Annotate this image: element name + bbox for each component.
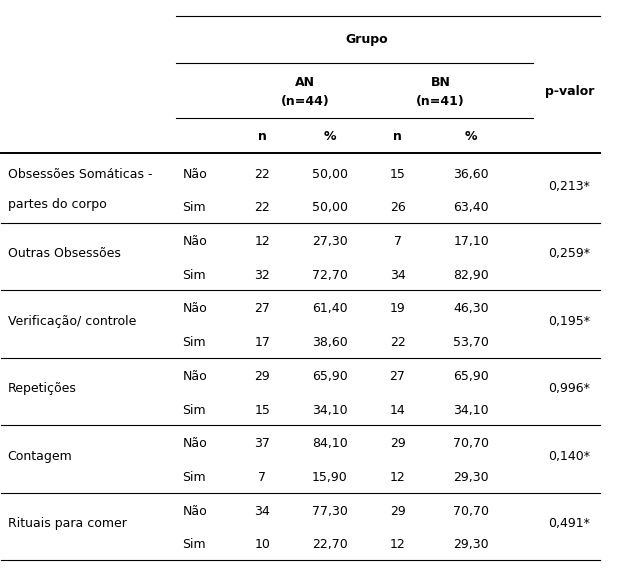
Text: Não: Não	[183, 370, 207, 383]
Text: Rituais para comer: Rituais para comer	[7, 517, 126, 530]
Text: partes do corpo: partes do corpo	[7, 198, 106, 211]
Text: AN: AN	[296, 76, 315, 89]
Text: BN: BN	[431, 76, 450, 89]
Text: 17: 17	[254, 336, 270, 349]
Text: 29,30: 29,30	[453, 538, 489, 552]
Text: 0,213*: 0,213*	[549, 180, 590, 193]
Text: 29: 29	[255, 370, 270, 383]
Text: 77,30: 77,30	[312, 505, 348, 518]
Text: 63,40: 63,40	[453, 201, 489, 214]
Text: 82,90: 82,90	[453, 269, 489, 282]
Text: 46,30: 46,30	[453, 302, 489, 316]
Text: 22,70: 22,70	[312, 538, 348, 552]
Text: 0,491*: 0,491*	[549, 517, 590, 530]
Text: 12: 12	[390, 538, 405, 552]
Text: (n=41): (n=41)	[416, 95, 465, 108]
Text: 32: 32	[255, 269, 270, 282]
Text: 0,996*: 0,996*	[549, 382, 590, 395]
Text: Obsessões Somáticas -: Obsessões Somáticas -	[7, 168, 152, 181]
Text: 17,10: 17,10	[453, 235, 489, 248]
Text: 37: 37	[254, 437, 270, 450]
Text: 65,90: 65,90	[453, 370, 489, 383]
Text: 10: 10	[254, 538, 270, 552]
Text: Sim: Sim	[183, 404, 206, 417]
Text: 0,259*: 0,259*	[549, 247, 590, 261]
Text: Não: Não	[183, 437, 207, 450]
Text: Repetições: Repetições	[7, 382, 77, 395]
Text: 0,140*: 0,140*	[549, 449, 590, 463]
Text: n: n	[258, 130, 267, 144]
Text: Sim: Sim	[183, 336, 206, 349]
Text: 12: 12	[255, 235, 270, 248]
Text: 7: 7	[394, 235, 402, 248]
Text: 15: 15	[389, 168, 405, 181]
Text: Não: Não	[183, 168, 207, 181]
Text: 34,10: 34,10	[453, 404, 489, 417]
Text: Sim: Sim	[183, 201, 206, 214]
Text: 50,00: 50,00	[312, 201, 348, 214]
Text: 36,60: 36,60	[453, 168, 489, 181]
Text: Não: Não	[183, 505, 207, 518]
Text: 34: 34	[255, 505, 270, 518]
Text: Sim: Sim	[183, 471, 206, 484]
Text: 27: 27	[389, 370, 405, 383]
Text: Não: Não	[183, 302, 207, 316]
Text: Não: Não	[183, 235, 207, 248]
Text: 29: 29	[390, 437, 405, 450]
Text: 26: 26	[390, 201, 405, 214]
Text: 29: 29	[390, 505, 405, 518]
Text: 22: 22	[390, 336, 405, 349]
Text: Verificação/ controle: Verificação/ controle	[7, 315, 136, 328]
Text: 34: 34	[390, 269, 405, 282]
Text: 72,70: 72,70	[312, 269, 348, 282]
Text: 29,30: 29,30	[453, 471, 489, 484]
Text: 84,10: 84,10	[312, 437, 348, 450]
Text: Contagem: Contagem	[7, 449, 72, 463]
Text: 50,00: 50,00	[312, 168, 348, 181]
Text: 0,195*: 0,195*	[549, 315, 590, 328]
Text: Sim: Sim	[183, 538, 206, 552]
Text: p-valor: p-valor	[545, 86, 594, 98]
Text: (n=44): (n=44)	[281, 95, 330, 108]
Text: 61,40: 61,40	[312, 302, 348, 316]
Text: Sim: Sim	[183, 269, 206, 282]
Text: 15: 15	[254, 404, 270, 417]
Text: 70,70: 70,70	[453, 505, 489, 518]
Text: 27,30: 27,30	[312, 235, 348, 248]
Text: 7: 7	[259, 471, 267, 484]
Text: n: n	[393, 130, 402, 144]
Text: 65,90: 65,90	[312, 370, 348, 383]
Text: 70,70: 70,70	[453, 437, 489, 450]
Text: %: %	[465, 130, 478, 144]
Text: 53,70: 53,70	[453, 336, 489, 349]
Text: Grupo: Grupo	[346, 33, 388, 46]
Text: Outras Obsessões: Outras Obsessões	[7, 247, 120, 261]
Text: 12: 12	[390, 471, 405, 484]
Text: 38,60: 38,60	[312, 336, 348, 349]
Text: 34,10: 34,10	[312, 404, 348, 417]
Text: 14: 14	[390, 404, 405, 417]
Text: 22: 22	[255, 168, 270, 181]
Text: 19: 19	[390, 302, 405, 316]
Text: 27: 27	[254, 302, 270, 316]
Text: 15,90: 15,90	[312, 471, 348, 484]
Text: %: %	[324, 130, 336, 144]
Text: 22: 22	[255, 201, 270, 214]
